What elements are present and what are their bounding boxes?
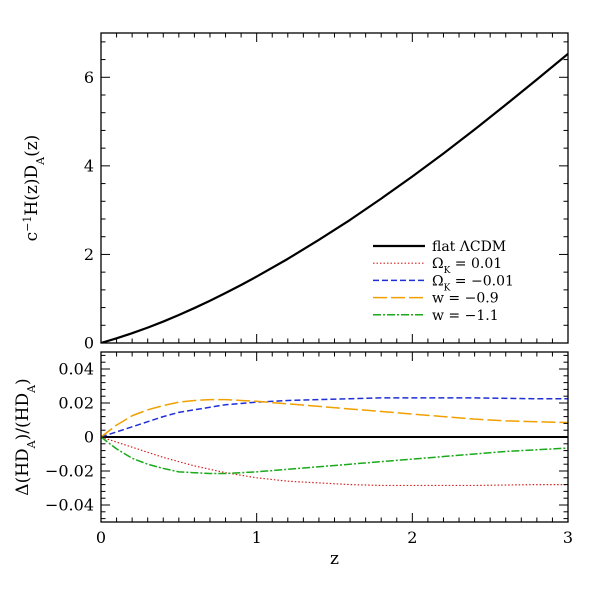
ytick-label-bottom-4: 0.04 <box>58 360 94 379</box>
legend-label-3: w = −0.9 <box>432 291 499 307</box>
ytick-label-bottom-1: −0.02 <box>45 462 94 481</box>
series-line-bottom-1 <box>101 436 568 487</box>
x-axis-label-bottom: z <box>330 549 339 569</box>
ytick-label-top-1: 2 <box>84 245 94 264</box>
legend-label-4: w = −1.1 <box>432 308 499 324</box>
tick-marks-top <box>100 33 569 344</box>
tick-marks-bottom <box>100 352 569 522</box>
series-line-top-0 <box>101 52 568 343</box>
y-axis-label-top: c−1H(z)DA(z) <box>21 135 47 242</box>
ytick-label-top-0: 0 <box>84 334 94 353</box>
xtick-label-bottom-3: 3 <box>563 528 573 547</box>
series-line-bottom-2 <box>101 397 568 438</box>
y-axis-label-bottom: Δ(HDA)/(HDA) <box>13 378 38 495</box>
ytick-label-bottom-0: −0.04 <box>45 496 94 515</box>
xtick-label-bottom-0: 0 <box>96 528 106 547</box>
legend-label-1: ΩK = 0.01 <box>432 256 502 276</box>
series-line-bottom-4 <box>101 436 568 475</box>
ytick-label-top-2: 4 <box>84 156 94 175</box>
ytick-label-top-3: 6 <box>84 68 94 87</box>
ytick-label-bottom-3: 0.02 <box>58 394 94 413</box>
xtick-label-bottom-2: 2 <box>407 528 417 547</box>
xtick-label-bottom-1: 1 <box>252 528 262 547</box>
series-line-bottom-3 <box>101 398 568 438</box>
legend-label-2: ΩK = −0.01 <box>432 273 514 293</box>
bottom-panel: −0.04 −0.02 0 0.02 0.04 0 1 2 3 Δ(HDA)/(HDA) z <box>13 351 573 569</box>
ytick-label-bottom-2: 0 <box>84 428 94 447</box>
legend-label-0: flat ΛCDM <box>432 239 506 255</box>
